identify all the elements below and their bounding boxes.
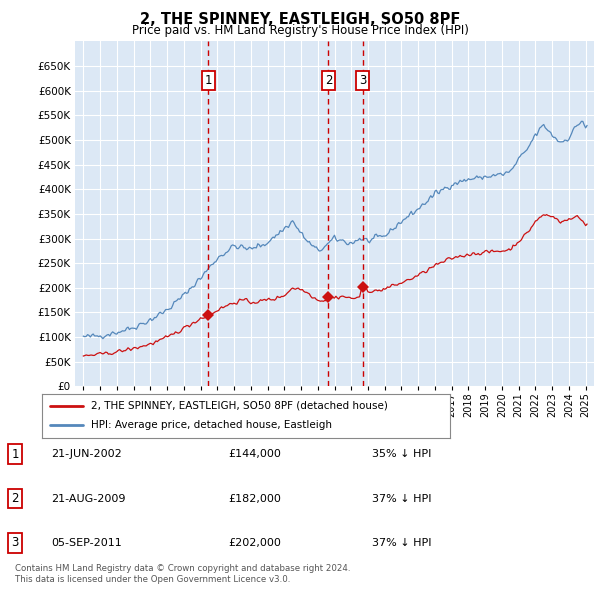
Text: 2: 2 (11, 492, 19, 505)
Text: £202,000: £202,000 (228, 538, 281, 548)
Text: £144,000: £144,000 (228, 450, 281, 459)
Text: 3: 3 (11, 536, 19, 549)
Text: Price paid vs. HM Land Registry's House Price Index (HPI): Price paid vs. HM Land Registry's House … (131, 24, 469, 37)
Text: 1: 1 (11, 448, 19, 461)
Text: 05-SEP-2011: 05-SEP-2011 (51, 538, 122, 548)
Text: 1: 1 (205, 74, 212, 87)
Text: 21-JUN-2002: 21-JUN-2002 (51, 450, 122, 459)
Text: 3: 3 (359, 74, 367, 87)
Text: 37% ↓ HPI: 37% ↓ HPI (372, 538, 431, 548)
Text: 35% ↓ HPI: 35% ↓ HPI (372, 450, 431, 459)
Text: This data is licensed under the Open Government Licence v3.0.: This data is licensed under the Open Gov… (15, 575, 290, 584)
Text: Contains HM Land Registry data © Crown copyright and database right 2024.: Contains HM Land Registry data © Crown c… (15, 565, 350, 573)
Text: 21-AUG-2009: 21-AUG-2009 (51, 494, 125, 503)
Text: 2: 2 (325, 74, 332, 87)
Text: HPI: Average price, detached house, Eastleigh: HPI: Average price, detached house, East… (91, 421, 332, 430)
Text: 2, THE SPINNEY, EASTLEIGH, SO50 8PF (detached house): 2, THE SPINNEY, EASTLEIGH, SO50 8PF (det… (91, 401, 388, 411)
Text: 2, THE SPINNEY, EASTLEIGH, SO50 8PF: 2, THE SPINNEY, EASTLEIGH, SO50 8PF (140, 12, 460, 27)
Text: £182,000: £182,000 (228, 494, 281, 503)
Text: 37% ↓ HPI: 37% ↓ HPI (372, 494, 431, 503)
